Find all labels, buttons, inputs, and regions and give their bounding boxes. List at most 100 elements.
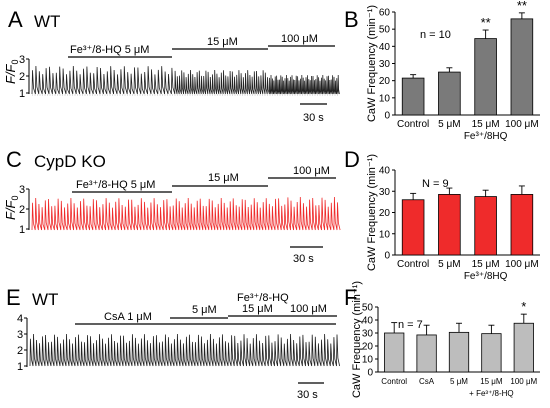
panel-f-ytick-label: 20 [362, 342, 374, 353]
panel-e-trace [29, 333, 340, 367]
panel-c-label-15uM: 15 μM [208, 172, 239, 184]
panel-b-category-label: Control [397, 119, 429, 130]
panel-c-scalebar-label: 30 s [293, 253, 314, 265]
panel-a-label-100uM: 100 μM [281, 33, 318, 45]
panel-d-bar [438, 194, 461, 256]
panel-e: E WT 4 3 2 1 CsA 1 μM 5 μM Fe³⁺/8-HQ 15 … [6, 285, 340, 401]
panel-b-group-label: Fe³⁺/8HQ [464, 131, 508, 142]
panel-f-ytick-label: 30 [362, 329, 374, 340]
panel-a: A WT 3 2 1 F/F0 Fe³⁺/8-HQ 5 μM 15 μM 100… [3, 7, 340, 124]
panel-d-bar [510, 194, 534, 256]
panel-letter-b: B [344, 7, 359, 32]
panel-b-ytick-label: 20 [379, 76, 391, 87]
panel-f-category-label: 5 μM [450, 377, 468, 386]
panel-d-ytick-label: 0 [384, 251, 390, 262]
panel-f-ytick-label: 10 [362, 355, 374, 366]
panel-d-bar [474, 196, 497, 256]
panel-f-category-label: Control [381, 377, 407, 386]
panel-b-significance: ** [517, 0, 527, 13]
panel-b-ytick-label: 30 [379, 59, 391, 70]
panel-f-ytick-label: 0 [367, 368, 373, 379]
panel-d-category-label: 100 μM [505, 259, 539, 270]
panel-f-bar [416, 334, 437, 373]
panel-d-ytick-label: 40 [379, 166, 391, 177]
panel-d-bar [401, 199, 425, 256]
panel-f-bar [448, 331, 470, 373]
panel-b-ylabel: CaW Frequency (min⁻¹) [366, 5, 378, 122]
panel-a-ytick-1: 1 [19, 88, 25, 100]
panel-d-ytick-label: 10 [379, 229, 391, 240]
panel-f-group-label: + Fe³⁺/8-HQ [469, 389, 513, 398]
panel-f-category-label: CsA [419, 377, 435, 386]
panel-e-label-15uM: 15 μM [242, 303, 273, 315]
panel-d-group-label: Fe³⁺/8HQ [464, 271, 508, 282]
panel-e-header: Fe³⁺/8-HQ [237, 292, 289, 304]
trace-line [31, 196, 341, 231]
panel-b-category-label: 15 μM [472, 119, 500, 130]
panel-a-ytick-2: 2 [19, 71, 25, 83]
panel-e-label-5uM: 5 μM [192, 304, 217, 316]
panel-a-genotype-label: WT [34, 12, 60, 31]
panel-c-ytick-1: 1 [19, 224, 25, 236]
panel-letter-f: F [344, 285, 357, 310]
panel-b-bar [401, 77, 425, 116]
panel-b-bar [474, 38, 497, 116]
panel-f-significance: * [521, 299, 526, 314]
panel-d-category-label: Control [397, 259, 429, 270]
panel-b-ytick-label: 50 [379, 25, 391, 36]
panel-b-category-label: 5 μM [438, 119, 460, 130]
trace-line [31, 65, 340, 95]
panel-a-ytick-3: 3 [19, 54, 25, 66]
panel-e-label-csa: CsA 1 μM [104, 311, 152, 323]
panel-c-label-100uM: 100 μM [293, 165, 330, 177]
panel-f-ylabel: CaW Frequency (min⁻¹) [351, 281, 363, 398]
trace-line [29, 333, 340, 367]
panel-e-genotype-label: WT [32, 290, 58, 309]
panel-a-ylabel: F/F0 [3, 59, 20, 84]
panel-c-ytick-3: 3 [19, 184, 25, 196]
panel-c-label-5uM: Fe³⁺/8-HQ 5 μM [76, 179, 155, 191]
panel-b-bar [438, 71, 461, 116]
panel-b-category-label: 100 μM [505, 119, 539, 130]
panel-a-label-15uM: 15 μM [207, 36, 238, 48]
panel-f-category-label: 15 μM [480, 377, 503, 386]
panel-c: C CypD KO 3 2 1 F/F0 Fe³⁺/8-HQ 5 μM 15 μ… [3, 147, 341, 265]
panel-e-ytick-1: 1 [17, 361, 23, 373]
panel-e-scalebar-label: 30 s [297, 389, 318, 401]
panel-f-n-label: n = 7 [398, 319, 423, 331]
panel-f-category-label: 100 μM [510, 377, 537, 386]
panel-b-bar [510, 18, 534, 116]
panel-d-ylabel: CaW Frequency (min⁻¹) [366, 154, 378, 271]
panel-d-n-label: N = 9 [422, 178, 449, 190]
panel-d-ytick-label: 30 [379, 187, 391, 198]
panel-f-ytick-label: 50 [362, 303, 374, 314]
panel-e-ytick-3: 3 [17, 329, 23, 341]
panel-letter-a: A [8, 7, 23, 32]
panel-d-category-label: 15 μM [472, 259, 500, 270]
panel-d-category-label: 5 μM [438, 259, 460, 270]
panel-f-bar [513, 322, 534, 373]
panel-c-genotype-label: CypD KO [34, 152, 106, 171]
panel-d-ytick-label: 20 [379, 208, 391, 219]
panel-f-bar [384, 332, 405, 373]
panel-e-ytick-2: 2 [17, 345, 23, 357]
panel-a-scalebar-label: 30 s [303, 112, 324, 124]
panel-f-bar [481, 333, 502, 373]
panel-c-ylabel: F/F0 [3, 195, 20, 220]
panel-letter-e: E [6, 285, 21, 310]
panel-b-significance: ** [481, 15, 491, 30]
panel-e-label-100uM: 100 μM [290, 303, 327, 315]
panel-b-n-label: n = 10 [420, 29, 451, 41]
panel-b-ytick-label: 40 [379, 42, 391, 53]
panel-a-label-5uM: Fe³⁺/8-HQ 5 μM [70, 44, 149, 56]
panel-b-ytick-label: 10 [379, 93, 391, 104]
panel-f-ytick-label: 40 [362, 316, 374, 327]
panel-e-ytick-4: 4 [17, 313, 23, 325]
panel-letter-c: C [6, 147, 22, 172]
panel-c-ytick-2: 2 [19, 204, 25, 216]
panel-letter-d: D [344, 147, 360, 172]
